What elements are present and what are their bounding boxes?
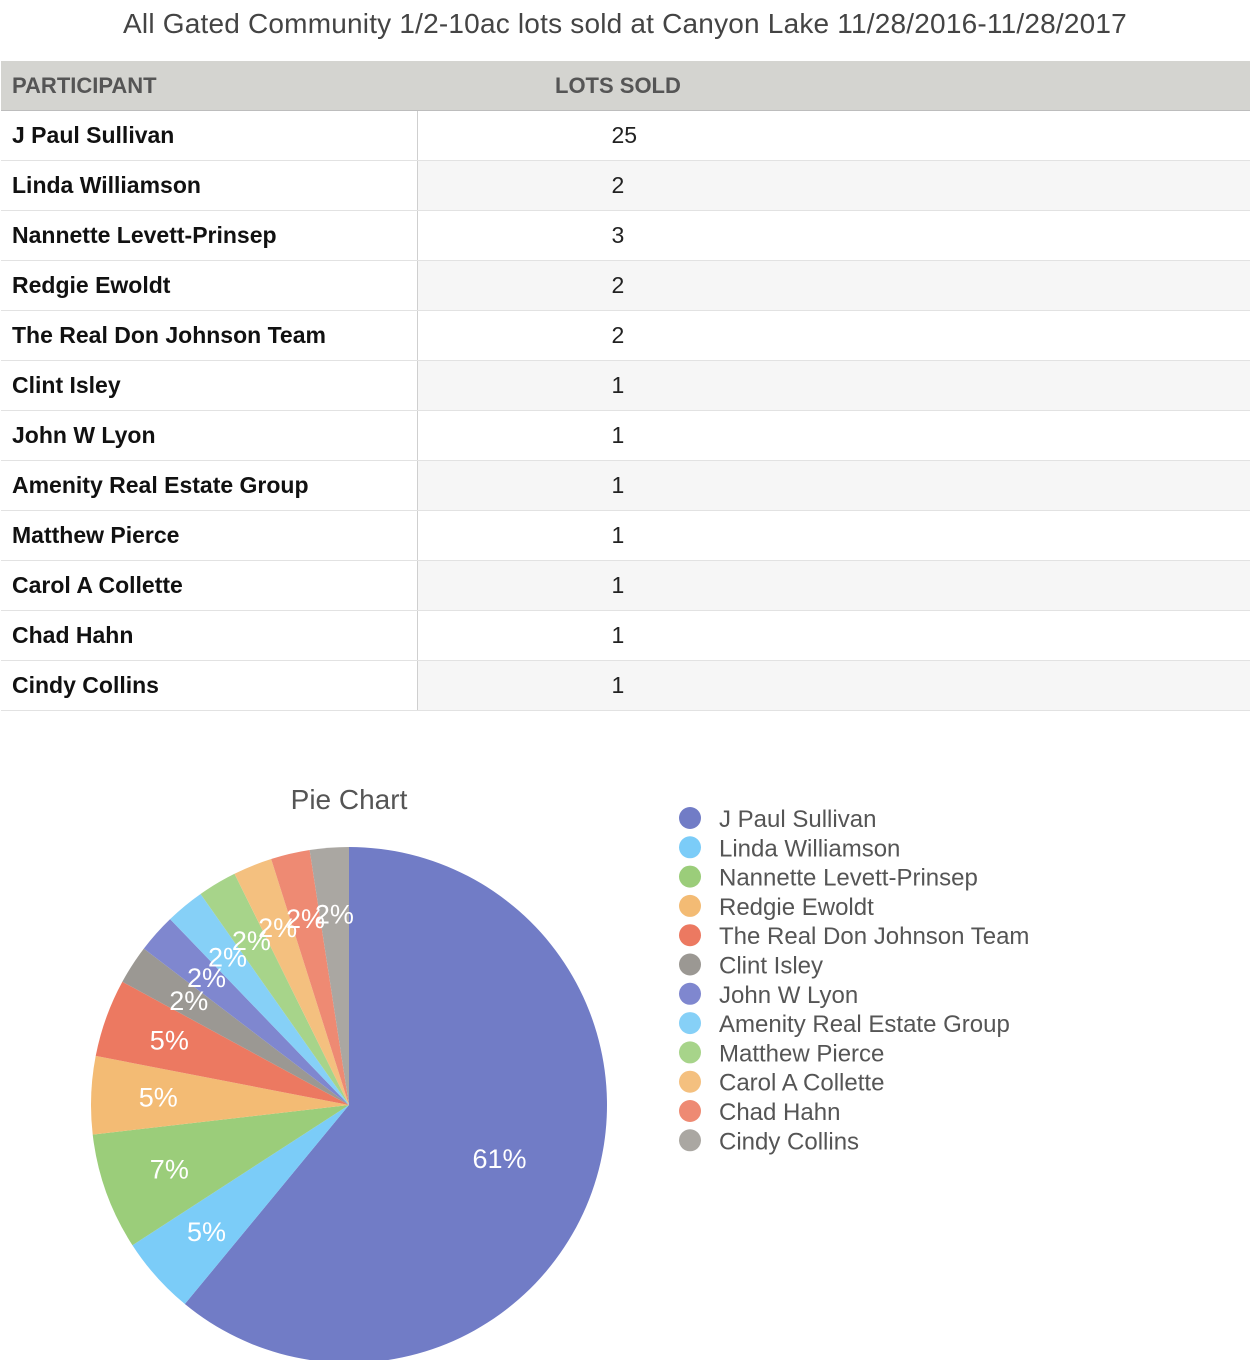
participant-cell: Amenity Real Estate Group [1,460,418,511]
lots-sold-cell: 1 [417,360,1250,411]
pie-percent-label: 2% [286,904,325,934]
lots-sold-cell: 2 [417,310,1250,361]
pie-slice-carol-a-collette [234,859,349,1105]
pie-percent-label: 2% [315,900,354,930]
table-row: Redgie Ewoldt 2 [1,260,1250,311]
pie-slice-matthew-pierce [200,873,349,1105]
pie-slice-amenity-real-estate-group [170,893,349,1105]
table-row: Matthew Pierce 1 [1,510,1250,561]
participant-cell: Carol A Collette [1,560,418,611]
pie-slice-j-paul-sullivan [184,847,607,1360]
table-row: Nannette Levett-Prinsep 3 [1,210,1250,261]
table-header-row: PARTICIPANT LOTS SOLD [1,61,1250,111]
lots-sold-cell: 1 [417,560,1250,611]
pie-percent-label: 2% [169,986,208,1016]
legend-label-nannette-levett-prinsep: Nannette Levett-Prinsep [719,865,978,892]
participant-cell: Clint Isley [1,360,418,411]
legend-label-carol-a-collette: Carol A Collette [719,1070,884,1097]
participant-cell: J Paul Sullivan [1,110,418,161]
legend-swatch-linda-williamson [679,836,701,859]
table-row: Linda Williamson 2 [1,160,1250,211]
lots-sold-cell: 1 [417,460,1250,511]
lots-sold-cell: 25 [417,110,1250,161]
legend-swatch-cindy-collins [679,1129,701,1152]
lots-sold-cell: 2 [417,160,1250,211]
legend-label-john-w-lyon: John W Lyon [719,982,858,1009]
pie-slices [91,847,607,1360]
legend-swatch-redgie-ewoldt [679,894,701,917]
table-row: Cindy Collins 1 [1,660,1250,711]
legend-label-redgie-ewoldt: Redgie Ewoldt [719,894,874,921]
legend-swatch-j-paul-sullivan [679,807,701,829]
participant-cell: Cindy Collins [1,660,418,711]
pie-slice-john-w-lyon [143,919,349,1105]
legend-label-chad-hahn: Chad Hahn [719,1099,840,1126]
pie-slice-redgie-ewoldt [91,1055,349,1135]
lots-sold-cell: 2 [417,260,1250,311]
lots-sold-table: PARTICIPANT LOTS SOLD J Paul Sullivan 25 … [1,61,1250,711]
legend-swatch-clint-isley [679,953,701,976]
pie-percent-labels: 61%5%7%5%5%2%2%2%2%2%2%2% [139,900,527,1247]
page-title: All Gated Community 1/2-10ac lots sold a… [123,8,1127,39]
lots-sold-cell: 1 [417,410,1250,461]
pie-percent-label: 2% [187,963,226,993]
legend-swatch-amenity-real-estate-group [679,1012,701,1035]
pie-percent-label: 2% [232,926,271,956]
pie-chart-title: Pie Chart [291,784,408,815]
pie-percent-label: 7% [150,1155,189,1185]
column-header-participant: PARTICIPANT [1,61,417,111]
column-header-lots-sold: LOTS SOLD [417,61,1250,111]
table-row: Amenity Real Estate Group 1 [1,460,1250,511]
legend-label-cindy-collins: Cindy Collins [719,1128,859,1155]
participant-cell: Redgie Ewoldt [1,260,418,311]
table-row: The Real Don Johnson Team 2 [1,310,1250,361]
legend-label-clint-isley: Clint Isley [719,953,823,980]
pie-percent-label: 2% [258,913,297,943]
legend-swatch-john-w-lyon [679,982,701,1005]
pie-percent-label: 5% [139,1083,178,1113]
participant-cell: Linda Williamson [1,160,418,211]
pie-slice-the-real-don-johnson-team [95,981,349,1105]
lots-sold-cell: 3 [417,210,1250,261]
pie-slice-nannette-levett-prinsep [92,1105,349,1246]
legend-swatch-the-real-don-johnson-team [679,924,701,947]
table-row: Carol A Collette 1 [1,560,1250,611]
pie-percent-label: 2% [208,943,247,973]
table-row: Clint Isley 1 [1,360,1250,411]
legend-swatch-matthew-pierce [679,1041,701,1064]
table-row: Chad Hahn 1 [1,610,1250,661]
pie-percent-label: 5% [187,1217,226,1247]
legend-swatch-chad-hahn [679,1100,701,1122]
table-row: J Paul Sullivan 25 [1,110,1250,161]
participant-cell: Matthew Pierce [1,510,418,561]
pie-slice-cindy-collins [309,847,349,1105]
legend-label-the-real-don-johnson-team: The Real Don Johnson Team [719,923,1029,950]
legend-swatch-carol-a-collette [679,1070,701,1093]
lots-sold-cell: 1 [417,510,1250,561]
lots-sold-cell: 1 [417,660,1250,711]
pie-slice-clint-isley [122,948,349,1105]
participant-cell: Chad Hahn [1,610,418,661]
pie-slice-chad-hahn [271,850,349,1105]
lots-sold-cell: 1 [417,610,1250,661]
table-row: John W Lyon 1 [1,410,1250,461]
pie-slice-linda-williamson [132,1105,349,1305]
legend-label-matthew-pierce: Matthew Pierce [719,1040,884,1067]
pie-chart: Pie Chart 61%5%7%5%5%2%2%2%2%2%2%2% J Pa… [91,784,1029,1360]
legend-label-j-paul-sullivan: J Paul Sullivan [719,806,876,833]
legend-swatch-nannette-levett-prinsep [679,865,701,888]
participant-cell: John W Lyon [1,410,418,461]
legend-label-amenity-real-estate-group: Amenity Real Estate Group [719,1011,1010,1038]
participant-cell: The Real Don Johnson Team [1,310,418,361]
pie-percent-label: 61% [473,1144,527,1174]
participant-cell: Nannette Levett-Prinsep [1,210,418,261]
pie-percent-label: 5% [150,1025,189,1055]
legend-label-linda-williamson: Linda Williamson [719,835,900,862]
